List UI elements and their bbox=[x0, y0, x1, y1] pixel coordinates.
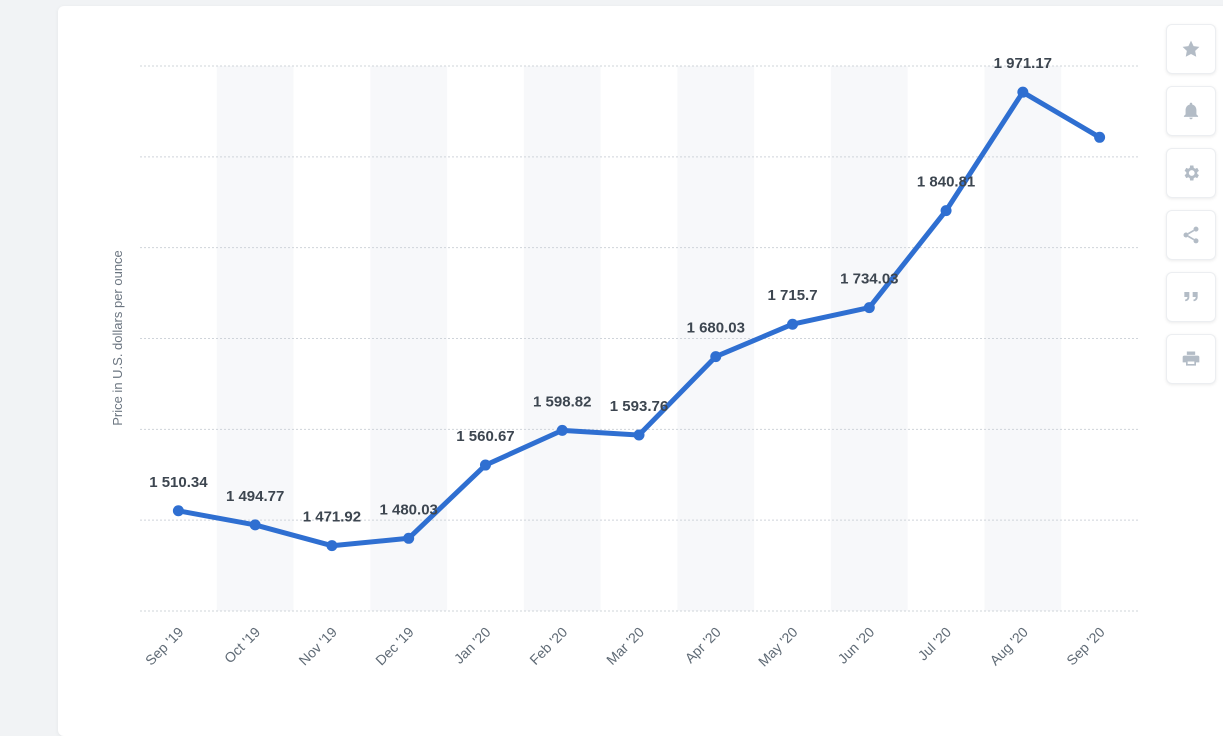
data-label: 1 971.17 bbox=[994, 55, 1052, 72]
bell-icon bbox=[1183, 102, 1199, 120]
data-label: 1 840.81 bbox=[917, 174, 975, 191]
gear-icon bbox=[1184, 165, 1199, 181]
data-label: 1 680.03 bbox=[687, 320, 745, 337]
x-tick-label: Mar '20 bbox=[603, 624, 647, 668]
data-point[interactable] bbox=[633, 429, 645, 441]
data-label: 1 593.76 bbox=[610, 398, 668, 415]
series-points bbox=[172, 86, 1106, 552]
data-label: 1 734.03 bbox=[840, 271, 898, 288]
x-tick-label: Dec '19 bbox=[372, 624, 417, 669]
x-tick-label: Sep '19 bbox=[142, 624, 187, 669]
x-tick-label: May '20 bbox=[755, 624, 801, 670]
data-point[interactable] bbox=[479, 459, 491, 471]
x-tick-label: Oct '19 bbox=[221, 624, 264, 667]
cite-button[interactable] bbox=[1166, 272, 1216, 322]
side-toolbar bbox=[1166, 24, 1218, 396]
quote-icon bbox=[1184, 292, 1198, 302]
favorite-button[interactable] bbox=[1166, 24, 1216, 74]
data-point[interactable] bbox=[710, 351, 722, 363]
data-point[interactable] bbox=[326, 540, 338, 552]
data-point[interactable] bbox=[787, 318, 799, 330]
print-icon bbox=[1182, 351, 1200, 366]
data-label: 1 715.7 bbox=[768, 287, 818, 304]
x-tick-label: Apr '20 bbox=[682, 624, 725, 667]
data-point[interactable] bbox=[172, 505, 184, 517]
data-labels: 1 510.34 1 494.77 1 471.92 1 480.03 1 560.67… bbox=[149, 55, 1052, 525]
x-axis-tick-labels: Sep '19 Oct '19 Nov '19 Dec '19 Jan '20 Feb '… bbox=[142, 624, 1108, 670]
x-tick-label: Nov '19 bbox=[295, 624, 340, 669]
data-label: 1 480.03 bbox=[379, 501, 437, 518]
settings-button[interactable] bbox=[1166, 148, 1216, 198]
share-icon bbox=[1183, 226, 1199, 244]
star-icon bbox=[1182, 40, 1200, 57]
data-point[interactable] bbox=[1017, 86, 1029, 98]
data-label: 1 471.92 bbox=[303, 509, 361, 526]
x-tick-label: Sep '20 bbox=[1063, 624, 1108, 669]
data-point[interactable] bbox=[1094, 131, 1106, 143]
x-tick-label: Jan '20 bbox=[451, 624, 494, 667]
print-button[interactable] bbox=[1166, 334, 1216, 384]
x-tick-label: Jul '20 bbox=[915, 624, 955, 664]
x-tick-label: Jun '20 bbox=[834, 624, 877, 667]
x-tick-label: Aug '20 bbox=[986, 624, 1031, 669]
share-button[interactable] bbox=[1166, 210, 1216, 260]
y-axis-label: Price in U.S. dollars per ounce bbox=[110, 250, 125, 426]
x-tick-label: Feb '20 bbox=[526, 624, 570, 668]
data-label: 1 494.77 bbox=[226, 488, 284, 505]
data-point[interactable] bbox=[249, 519, 261, 531]
data-point[interactable] bbox=[863, 302, 875, 314]
data-point[interactable] bbox=[940, 205, 952, 217]
data-label: 1 598.82 bbox=[533, 393, 591, 410]
data-point[interactable] bbox=[556, 424, 568, 436]
data-label: 1 510.34 bbox=[149, 474, 208, 491]
series-line bbox=[175, 89, 1103, 549]
data-point[interactable] bbox=[403, 532, 415, 544]
data-label: 1 560.67 bbox=[456, 428, 514, 445]
notification-button[interactable] bbox=[1166, 86, 1216, 136]
column-bands bbox=[216, 66, 1062, 611]
